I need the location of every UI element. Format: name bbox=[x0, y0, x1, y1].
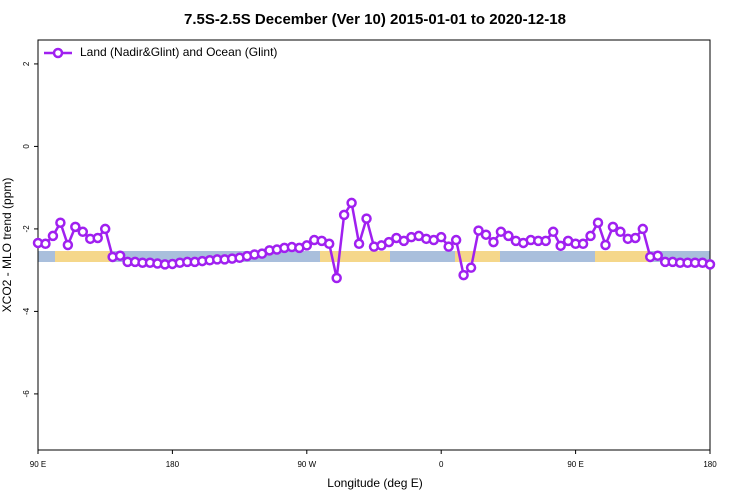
point bbox=[361, 213, 372, 224]
point bbox=[301, 240, 313, 251]
point bbox=[630, 232, 641, 244]
point bbox=[503, 230, 514, 242]
point bbox=[637, 223, 649, 235]
point bbox=[435, 231, 447, 243]
point bbox=[346, 197, 357, 209]
map-strip bbox=[38, 251, 710, 262]
point bbox=[540, 235, 551, 247]
x-tick-label: 180 bbox=[166, 460, 180, 469]
point bbox=[458, 269, 469, 281]
y-tick-label: -4 bbox=[22, 307, 31, 315]
point bbox=[592, 217, 604, 228]
x-tick-label: 90 W bbox=[297, 460, 316, 469]
series-line bbox=[37, 199, 711, 279]
x-axis-label: Longitude (deg E) bbox=[327, 476, 422, 490]
point bbox=[77, 226, 89, 238]
x-tick-label: 0 bbox=[439, 460, 444, 469]
point bbox=[55, 217, 66, 228]
point bbox=[577, 238, 589, 250]
y-tick-label: 2 bbox=[22, 61, 31, 66]
y-tick-label: -2 bbox=[22, 225, 31, 233]
point bbox=[652, 250, 663, 261]
point bbox=[443, 241, 454, 252]
point bbox=[600, 239, 611, 251]
legend-marker bbox=[52, 47, 64, 59]
legend-label: Land (Nadir&Glint) and Ocean (Glint) bbox=[80, 45, 277, 59]
point bbox=[114, 250, 126, 261]
point bbox=[331, 272, 342, 284]
point bbox=[383, 236, 395, 248]
y-tick-label: -6 bbox=[22, 390, 31, 398]
point bbox=[450, 234, 462, 246]
point bbox=[62, 239, 74, 251]
point bbox=[92, 232, 103, 244]
point bbox=[40, 238, 51, 250]
x-tick-label: 90 E bbox=[567, 460, 583, 469]
point bbox=[47, 230, 59, 242]
y-axis-label: XCO2 - MLO trend (ppm) bbox=[0, 178, 14, 313]
point bbox=[547, 226, 559, 238]
point bbox=[473, 225, 484, 236]
point bbox=[70, 221, 81, 233]
point bbox=[704, 259, 716, 270]
chart-title: 7.5S-2.5S December (Ver 10) 2015-01-01 t… bbox=[184, 11, 566, 28]
point bbox=[480, 229, 492, 240]
point bbox=[615, 226, 626, 238]
point bbox=[488, 236, 499, 248]
point bbox=[338, 209, 350, 221]
point bbox=[585, 230, 596, 242]
y-tick-label: 0 bbox=[22, 144, 31, 149]
point bbox=[607, 221, 619, 233]
point bbox=[495, 226, 507, 238]
point bbox=[99, 223, 111, 235]
x-tick-label: 90 E bbox=[30, 460, 46, 469]
point bbox=[555, 240, 566, 252]
point bbox=[323, 238, 335, 250]
x-tick-label: 180 bbox=[703, 460, 717, 469]
point bbox=[353, 238, 365, 250]
point bbox=[465, 262, 477, 273]
